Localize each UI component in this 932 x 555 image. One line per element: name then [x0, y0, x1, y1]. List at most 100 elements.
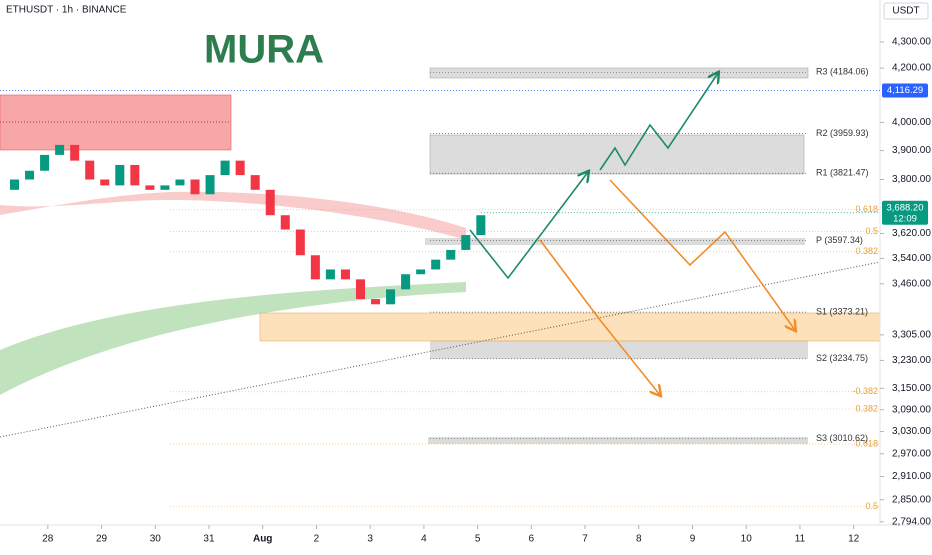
currency-box	[883, 2, 929, 20]
x-tick-label: 10	[741, 534, 753, 545]
chart-title: ETHUSDT · 1h · BINANCE	[6, 5, 127, 16]
y-tick-label: 3,460.00	[892, 278, 931, 289]
candle-body	[401, 274, 411, 290]
y-tick-label: 2,970.00	[892, 448, 931, 459]
candle-body	[100, 179, 110, 186]
candle-body	[295, 229, 305, 256]
pivot-label: S1 (3373.21)	[816, 306, 868, 316]
candle-body	[355, 279, 366, 300]
candle-body	[235, 160, 245, 176]
candle-body	[130, 164, 140, 186]
path-up-2	[599, 73, 718, 171]
candle-body	[280, 215, 290, 230]
y-tick-label: 3,305.00	[892, 329, 931, 340]
candles	[9, 144, 486, 305]
path-down-2	[609, 179, 795, 330]
ma-band-green	[0, 282, 466, 395]
candle-body	[25, 170, 35, 180]
x-tick-label: 5	[475, 534, 481, 545]
candle-body	[265, 189, 275, 216]
demand-zone	[259, 312, 880, 342]
candle-body	[9, 179, 20, 190]
marker-label: 4,116.29	[887, 85, 923, 96]
x-tick-label: 3	[367, 534, 373, 545]
y-tick-label: 4,200.00	[892, 63, 931, 74]
x-tick-label: 6	[529, 534, 535, 545]
candle-body	[175, 179, 185, 186]
x-tick-label: 12	[848, 534, 860, 545]
candle-body	[325, 269, 335, 280]
ma-band-red	[0, 191, 466, 240]
x-tick-label: 9	[690, 534, 696, 545]
candle-body	[386, 289, 396, 305]
pivot-label: P (3597.34)	[816, 235, 863, 245]
candle-body	[205, 175, 215, 195]
countdown: 12:09	[893, 213, 917, 224]
path-down	[539, 239, 660, 395]
last-price-label: 3,688.20	[887, 202, 924, 213]
x-tick-label: 28	[42, 534, 54, 545]
y-tick-label: 3,540.00	[892, 253, 931, 264]
x-tick-label: 29	[96, 534, 108, 545]
y-tick-label: 3,620.00	[892, 228, 931, 239]
candle-body	[431, 259, 441, 270]
candle-body	[250, 175, 260, 190]
path-up	[469, 172, 588, 280]
fib-label: 0.5	[865, 226, 878, 236]
candle-body	[476, 215, 486, 236]
candle-body	[70, 144, 80, 161]
x-tick-label: 4	[421, 534, 427, 545]
levels: 0.618 0.5 0.382 -0.382 0.382 0.618 0.5	[170, 71, 880, 511]
y-tick-label: 2,794.00	[892, 516, 931, 527]
projections	[469, 73, 795, 395]
y-tick-label: 3,900.00	[892, 145, 931, 156]
candle-body	[220, 160, 230, 176]
p-box	[425, 238, 805, 245]
fib-label: 0.5	[865, 501, 878, 511]
trendline	[0, 261, 880, 438]
candle-body	[416, 269, 426, 275]
r-box	[429, 134, 805, 175]
x-tick-label: 2	[314, 534, 320, 545]
y-tick-label: 4,300.00	[892, 37, 931, 48]
y-tick-label: 2,910.00	[892, 471, 931, 482]
currency: USDT	[892, 6, 919, 17]
r3-box	[429, 67, 809, 79]
fib-label: 0.618	[855, 204, 878, 214]
candle-body	[310, 255, 320, 280]
candle-body	[115, 164, 125, 186]
candle-body	[446, 249, 456, 260]
candle-body	[85, 160, 95, 180]
candle-body	[340, 269, 350, 280]
y-tick-label: 3,090.00	[892, 404, 931, 415]
x-tick-label: 11	[795, 534, 806, 545]
zones	[0, 67, 880, 444]
x-tick-label: 31	[203, 534, 215, 545]
y-tick-label: 3,150.00	[892, 383, 931, 394]
x-tick-label: 7	[582, 534, 588, 545]
candle-body	[145, 185, 155, 190]
candle-body	[160, 185, 170, 190]
pivot-label: S2 (3234.75)	[816, 353, 868, 363]
fib-label: 0.382	[855, 403, 878, 413]
candle-body	[371, 299, 381, 305]
x-tick-label: 30	[150, 534, 162, 545]
fib-label: 0.382	[855, 246, 878, 256]
y-tick-label: 4,000.00	[892, 117, 931, 128]
pivot-label: R3 (4184.06)	[816, 67, 869, 77]
y-tick-label: 3,030.00	[892, 426, 931, 437]
pivot-label: S3 (3010.62)	[816, 433, 868, 443]
marker-box	[882, 83, 928, 98]
y-tick-label: 3,230.00	[892, 355, 931, 366]
pivot-label: R2 (3959.93)	[816, 128, 869, 138]
y-tick-label: 2,850.00	[892, 494, 931, 505]
fib-label: 0.618	[855, 438, 878, 448]
candle-body	[55, 144, 65, 155]
pivot-label: R1 (3821.47)	[816, 168, 869, 178]
s3-box	[428, 437, 808, 444]
s2-box	[430, 340, 808, 359]
y-tick-label: 3,800.00	[892, 174, 931, 185]
candle-body	[461, 235, 471, 250]
